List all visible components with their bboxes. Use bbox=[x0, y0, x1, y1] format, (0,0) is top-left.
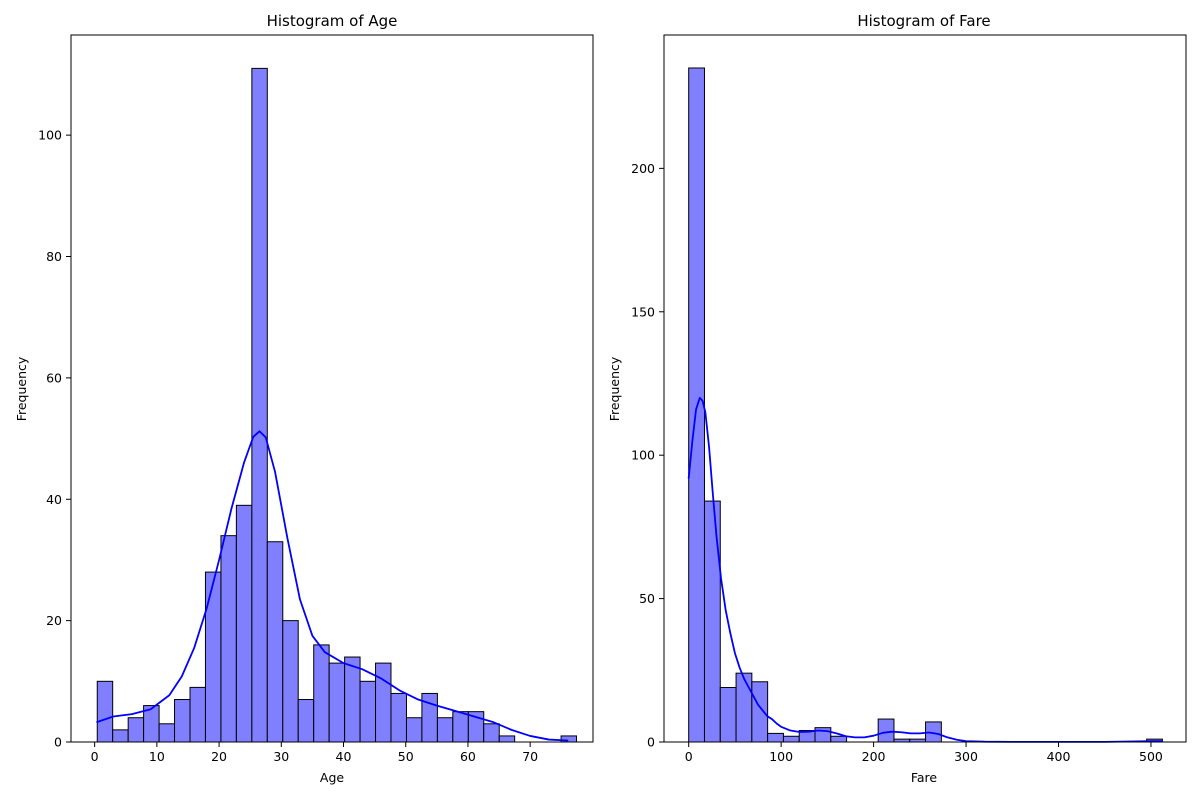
fare-histogram-panel: Histogram of Fare 0 100 200 300 400 500 0 50 10… bbox=[607, 12, 1187, 785]
bars bbox=[688, 67, 1163, 743]
kde-curve bbox=[96, 430, 569, 742]
histogram-bar bbox=[112, 729, 129, 743]
histogram-bar bbox=[344, 656, 361, 743]
chart-title: Histogram of Fare bbox=[857, 12, 990, 30]
kde-line bbox=[687, 396, 1163, 743]
chart-title: Histogram of Age bbox=[267, 12, 398, 30]
histogram-bar bbox=[235, 504, 253, 743]
x-tick-label: 500 bbox=[1139, 749, 1163, 764]
histogram-bar bbox=[158, 723, 176, 743]
x-axis-label: Age bbox=[320, 770, 344, 785]
histogram-bar bbox=[735, 672, 753, 743]
histogram-bar bbox=[359, 680, 377, 743]
y-axis-label: Frequency bbox=[607, 356, 622, 421]
x-tick-label: 0 bbox=[685, 749, 693, 764]
x-tick-label: 60 bbox=[460, 749, 476, 764]
histogram-bar bbox=[313, 644, 330, 743]
y-tick-label: 0 bbox=[647, 735, 655, 750]
plot-frame bbox=[70, 34, 594, 743]
x-tick-label: 40 bbox=[336, 749, 352, 764]
histogram-bar bbox=[189, 686, 206, 743]
x-tick-label: 0 bbox=[91, 749, 99, 764]
histogram-bar bbox=[751, 681, 769, 743]
histogram-bar bbox=[375, 662, 392, 743]
x-axis-ticks: 0 100 200 300 400 500 bbox=[685, 742, 1163, 764]
y-tick-label: 50 bbox=[639, 591, 655, 606]
histogram-bar bbox=[328, 662, 346, 743]
histogram-bar bbox=[719, 687, 737, 743]
y-tick-label: 20 bbox=[46, 613, 62, 628]
y-tick-label: 100 bbox=[631, 448, 655, 463]
x-tick-label: 30 bbox=[273, 749, 289, 764]
histogram-bar bbox=[877, 718, 895, 743]
age-histogram-panel: Histogram of Age 0 10 20 30 40 50 60 70 0 20 40 60… bbox=[14, 12, 594, 785]
x-tick-label: 100 bbox=[769, 749, 793, 764]
y-tick-label: 60 bbox=[46, 370, 62, 385]
x-tick-label: 300 bbox=[954, 749, 978, 764]
plot-frame bbox=[663, 34, 1187, 743]
y-axis-ticks: 0 50 100 150 200 bbox=[631, 161, 664, 750]
y-tick-label: 200 bbox=[631, 161, 655, 176]
y-axis-ticks: 0 20 40 60 80 100 bbox=[38, 128, 71, 750]
histogram-bar bbox=[782, 735, 800, 743]
histogram-bar bbox=[452, 711, 469, 743]
histogram-bar bbox=[251, 67, 268, 743]
y-axis-label: Frequency bbox=[14, 356, 29, 421]
histogram-bar bbox=[390, 692, 407, 743]
histogram-bar bbox=[96, 680, 114, 743]
histogram-bar bbox=[297, 699, 315, 743]
x-tick-label: 200 bbox=[862, 749, 886, 764]
x-tick-label: 70 bbox=[522, 749, 538, 764]
histogram-bar bbox=[266, 541, 284, 743]
y-tick-label: 150 bbox=[631, 304, 655, 319]
kde-line bbox=[96, 430, 569, 742]
kde-curve bbox=[687, 396, 1163, 743]
y-tick-label: 40 bbox=[46, 492, 62, 507]
x-tick-label: 400 bbox=[1047, 749, 1071, 764]
bars bbox=[96, 67, 578, 743]
y-tick-label: 0 bbox=[54, 735, 62, 750]
histogram-bar bbox=[436, 717, 454, 743]
histogram-bar bbox=[703, 500, 721, 743]
histogram-bar bbox=[498, 735, 516, 743]
histogram-bar bbox=[405, 717, 423, 743]
histogram-bar bbox=[204, 571, 222, 743]
x-axis-label: Fare bbox=[911, 770, 938, 785]
histogram-bar bbox=[767, 732, 784, 743]
x-tick-label: 20 bbox=[211, 749, 227, 764]
x-axis-ticks: 0 10 20 30 40 50 60 70 bbox=[91, 742, 538, 764]
histogram-bar bbox=[830, 735, 848, 743]
y-tick-label: 80 bbox=[46, 249, 62, 264]
histogram-bar bbox=[127, 717, 145, 743]
histogram-bar bbox=[174, 699, 191, 743]
histogram-bar bbox=[220, 535, 237, 743]
x-tick-label: 50 bbox=[398, 749, 414, 764]
y-tick-label: 100 bbox=[38, 128, 62, 143]
histogram-bar bbox=[483, 723, 500, 743]
x-tick-label: 10 bbox=[149, 749, 165, 764]
histogram-bar bbox=[282, 620, 299, 743]
